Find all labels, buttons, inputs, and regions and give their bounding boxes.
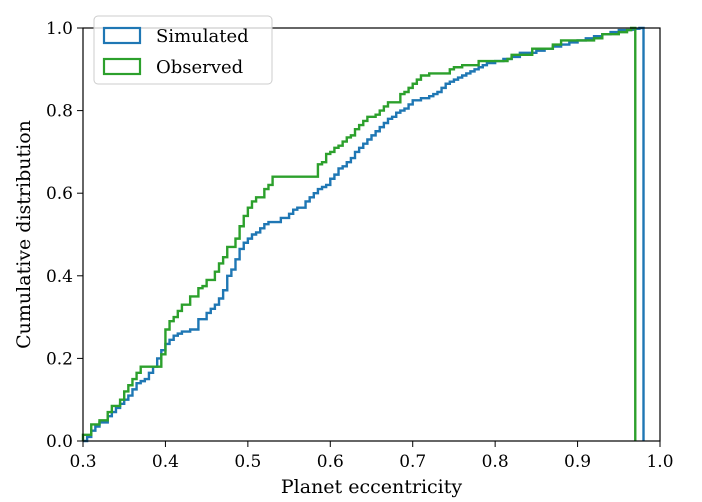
x-tick-label: 0.7 [399,452,426,472]
y-tick-label: 0.2 [46,349,73,369]
legend-box [93,15,273,85]
x-tick-label: 0.6 [317,452,344,472]
y-axis-label: Cumulative distribution [13,120,35,349]
y-tick-label: 1.0 [46,19,73,39]
ticks-layer: 0.3 0.4 0.5 0.6 0.7 0.8 0.9 1.0 0.0 0.2 0.4 0.6 0.8 1… [46,19,674,472]
x-tick-label: 0.3 [69,452,96,472]
legend-swatch-observed [102,57,142,76]
legend-label-observed: Observed [156,57,243,78]
x-tick-label: 0.4 [152,452,179,472]
series-layer [81,26,645,443]
y-tick-label: 0.4 [46,267,73,287]
legend: Simulated Observed [93,15,273,85]
y-tick-label: 0.6 [46,184,73,204]
series-line-simulated [83,26,645,443]
x-axis-label: Planet eccentricity [281,476,462,498]
plot-frame [82,27,661,442]
legend-label-simulated: Simulated [156,26,249,47]
x-tick-label: 0.5 [234,452,261,472]
y-tick-label: 0.0 [46,432,73,452]
y-tick-label: 0.8 [46,102,73,122]
x-tick-label: 1.0 [646,452,673,472]
legend-swatch-simulated [102,26,142,45]
series-line-observed [81,26,637,441]
x-tick-label: 0.8 [482,452,509,472]
x-tick-label: 0.9 [564,452,591,472]
